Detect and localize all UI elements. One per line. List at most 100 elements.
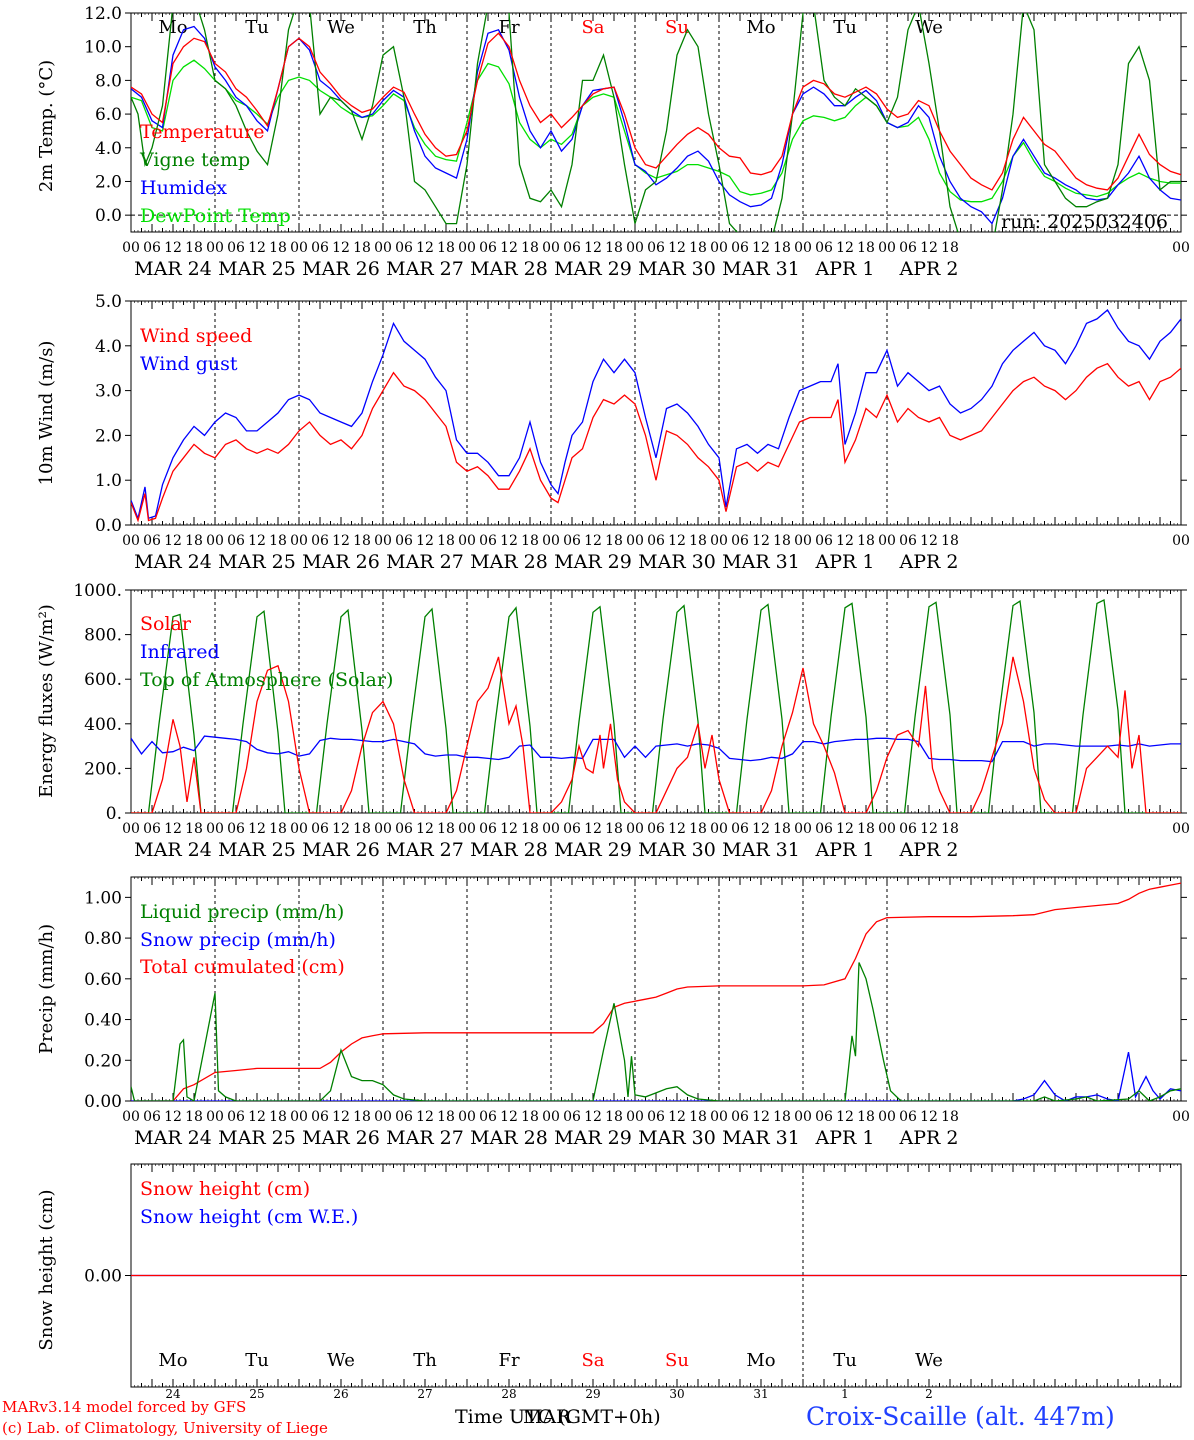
hour-tick-label: 12 xyxy=(332,821,350,837)
hour-tick-label: 06 xyxy=(899,821,917,837)
hour-tick-label: 18 xyxy=(857,821,875,837)
hour-tick-label: 12 xyxy=(752,1109,770,1125)
hour-tick-label: 12 xyxy=(416,821,434,837)
x-axis-title: Time UTC (GMT+0h) xyxy=(455,1406,661,1428)
hour-tick-label: 12 xyxy=(248,1109,266,1125)
hour-tick-label: 12 xyxy=(752,533,770,549)
hour-tick-label: 12 xyxy=(668,533,686,549)
hour-tick-label: 00 xyxy=(122,821,140,837)
hour-tick-label: 00 xyxy=(122,533,140,549)
hour-tick-label: 12 xyxy=(584,533,602,549)
hour-tick-label: 18 xyxy=(437,821,455,837)
series-line-solar xyxy=(131,656,1181,813)
hour-tick-label: 12 xyxy=(416,533,434,549)
hour-tick-label: 06 xyxy=(563,1109,581,1125)
day-number-label: 31 xyxy=(753,1387,768,1401)
y-tick-label: 4.0 xyxy=(95,139,122,159)
hour-tick-label: 06 xyxy=(311,240,329,256)
date-label: MAR 25 xyxy=(218,551,296,573)
day-number-label: 2 xyxy=(925,1387,933,1401)
hour-tick-label: 00 xyxy=(290,821,308,837)
y-axis-title: Precip (mm/h) xyxy=(36,924,57,1054)
hour-tick-label: 06 xyxy=(647,821,665,837)
hour-tick-label: 06 xyxy=(395,821,413,837)
hour-tick-label: 00 xyxy=(878,821,896,837)
hour-tick-label: 12 xyxy=(164,821,182,837)
hour-tick-label: 06 xyxy=(731,533,749,549)
hour-tick-label: 18 xyxy=(521,533,539,549)
day-number-label: 1 xyxy=(841,1387,849,1401)
hour-tick-label: 18 xyxy=(605,240,623,256)
y-axis-title: 2m Temp. (°C) xyxy=(36,60,57,192)
y-tick-label: 8.0 xyxy=(95,71,122,91)
hour-tick-label: 18 xyxy=(857,240,875,256)
hour-tick-label: 18 xyxy=(689,821,707,837)
hour-tick-label: 00 xyxy=(626,533,644,549)
legend-entry: Humidex xyxy=(140,177,227,199)
hour-tick-label: 18 xyxy=(437,533,455,549)
hour-tick-label: 06 xyxy=(395,533,413,549)
hour-tick-label: 12 xyxy=(836,533,854,549)
legend-entry: Temperature xyxy=(140,121,264,143)
hour-tick-label: 00 xyxy=(794,1109,812,1125)
hour-tick-label: 06 xyxy=(647,240,665,256)
hour-tick-label: 00 xyxy=(794,533,812,549)
date-label: MAR 28 xyxy=(470,258,548,280)
hour-tick-label: 06 xyxy=(311,533,329,549)
series-line-vigne-temp xyxy=(131,13,1181,232)
y-axis-title: Energy fluxes (W/m²) xyxy=(36,604,57,798)
day-number-label: 26 xyxy=(333,1387,348,1401)
legend-entry: DewPoint Temp xyxy=(140,205,291,227)
date-label: MAR 27 xyxy=(386,258,464,280)
weekday-label: Tu xyxy=(833,1350,857,1371)
date-label: MAR 29 xyxy=(554,839,632,861)
hour-tick-label: 18 xyxy=(185,1109,203,1125)
hour-tick-label: 00 xyxy=(542,533,560,549)
y-tick-label: 800. xyxy=(84,626,122,646)
hour-tick-label: 06 xyxy=(647,533,665,549)
day-number-label: 27 xyxy=(417,1387,432,1401)
snow-height-panel: 0.00 Snow height (cm) Mo 24 Tu 25 We 26 Th 27 Fr 28… xyxy=(36,1163,1187,1401)
hour-tick-label: 12 xyxy=(584,1109,602,1125)
date-label: MAR 31 xyxy=(722,1127,800,1149)
hour-tick-label: 12 xyxy=(920,240,938,256)
hour-tick-label: 06 xyxy=(731,821,749,837)
y-tick-label: 12.0 xyxy=(84,4,122,24)
weekday-label: We xyxy=(327,1350,355,1371)
hour-tick-label: 12 xyxy=(500,533,518,549)
date-label: MAR 25 xyxy=(218,258,296,280)
hour-tick-label: 06 xyxy=(815,533,833,549)
y-tick-label: 0. xyxy=(106,804,122,824)
hour-tick-label: 00 xyxy=(710,240,728,256)
hour-tick-label: 12 xyxy=(248,240,266,256)
hour-tick-label: 06 xyxy=(563,240,581,256)
hour-tick-label: 06 xyxy=(815,1109,833,1125)
y-axis-title: Snow height (cm) xyxy=(36,1189,57,1350)
hour-tick-label: 12 xyxy=(836,821,854,837)
weekday-label: Mo xyxy=(158,17,187,38)
hour-tick-label: 00 xyxy=(626,821,644,837)
hour-tick-label: 18 xyxy=(353,533,371,549)
hour-tick-label: 18 xyxy=(773,821,791,837)
hour-tick-label: 12 xyxy=(416,1109,434,1125)
y-tick-label: 10.0 xyxy=(84,38,122,58)
hour-tick-label: 12 xyxy=(668,821,686,837)
hour-tick-label: 06 xyxy=(731,240,749,256)
y-tick-label: 1.00 xyxy=(84,888,122,908)
hour-tick-label: 18 xyxy=(941,1109,959,1125)
hour-tick-label: 06 xyxy=(899,240,917,256)
y-tick-label: 2.0 xyxy=(95,426,122,446)
hour-tick-label: 12 xyxy=(920,1109,938,1125)
legend-entry: Total cumulated (cm) xyxy=(140,956,345,978)
y-axis-title: 10m Wind (m/s) xyxy=(36,341,57,486)
hour-tick-label: 06 xyxy=(143,533,161,549)
y-tick-label: 3.0 xyxy=(95,382,122,402)
hour-tick-label: 18 xyxy=(857,533,875,549)
date-label: MAR 24 xyxy=(134,258,212,280)
hour-tick-label: 06 xyxy=(479,533,497,549)
hour-tick-label: 18 xyxy=(773,533,791,549)
hour-tick-label: 00 xyxy=(710,1109,728,1125)
date-label: MAR 26 xyxy=(302,551,380,573)
